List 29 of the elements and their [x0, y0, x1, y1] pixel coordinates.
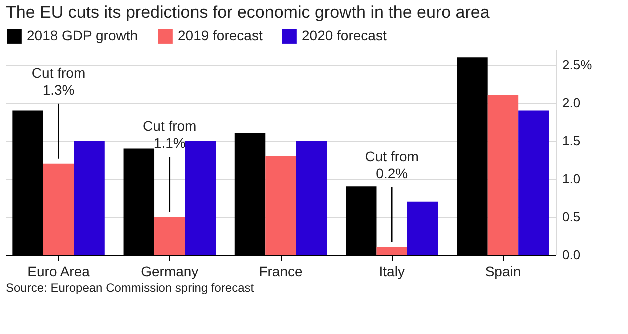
annotation: Cut from 1.1% [143, 118, 197, 152]
x-tick-label: Euro Area [28, 264, 90, 280]
y-tick-label: 1.0 [562, 172, 581, 187]
bar [43, 164, 74, 255]
annotation: Cut from 0.2% [365, 148, 419, 182]
y-tick-label: 0.0 [562, 248, 581, 262]
x-tick-label: France [259, 264, 303, 280]
bar [376, 247, 408, 255]
source-note: Source: European Commission spring forecast [6, 281, 256, 295]
bar [185, 141, 216, 255]
annotation: Cut from 1.3% [32, 64, 86, 98]
y-tick-label: 0.5 [562, 210, 581, 225]
bar [266, 156, 296, 255]
bar [154, 217, 186, 255]
bar [407, 202, 438, 255]
chart-title: The EU cuts its predictions for economic growth in the euro area [6, 3, 490, 22]
y-tick-label: 1.5 [562, 134, 581, 149]
bar [74, 141, 105, 255]
bar [518, 110, 550, 255]
bar [296, 141, 328, 255]
y-tick-label: 2.5% [562, 58, 593, 73]
x-tick-label: Italy [379, 264, 405, 280]
x-tick-label: Spain [485, 264, 522, 280]
legend-label: 2020 forecast [302, 28, 387, 44]
bar [488, 96, 519, 255]
x-tick-label: Germany [141, 264, 199, 280]
legend-label: 2019 forecast [178, 28, 263, 44]
legend-label: 2018 GDP growth [27, 28, 138, 44]
y-tick-label: 2.0 [562, 96, 581, 111]
